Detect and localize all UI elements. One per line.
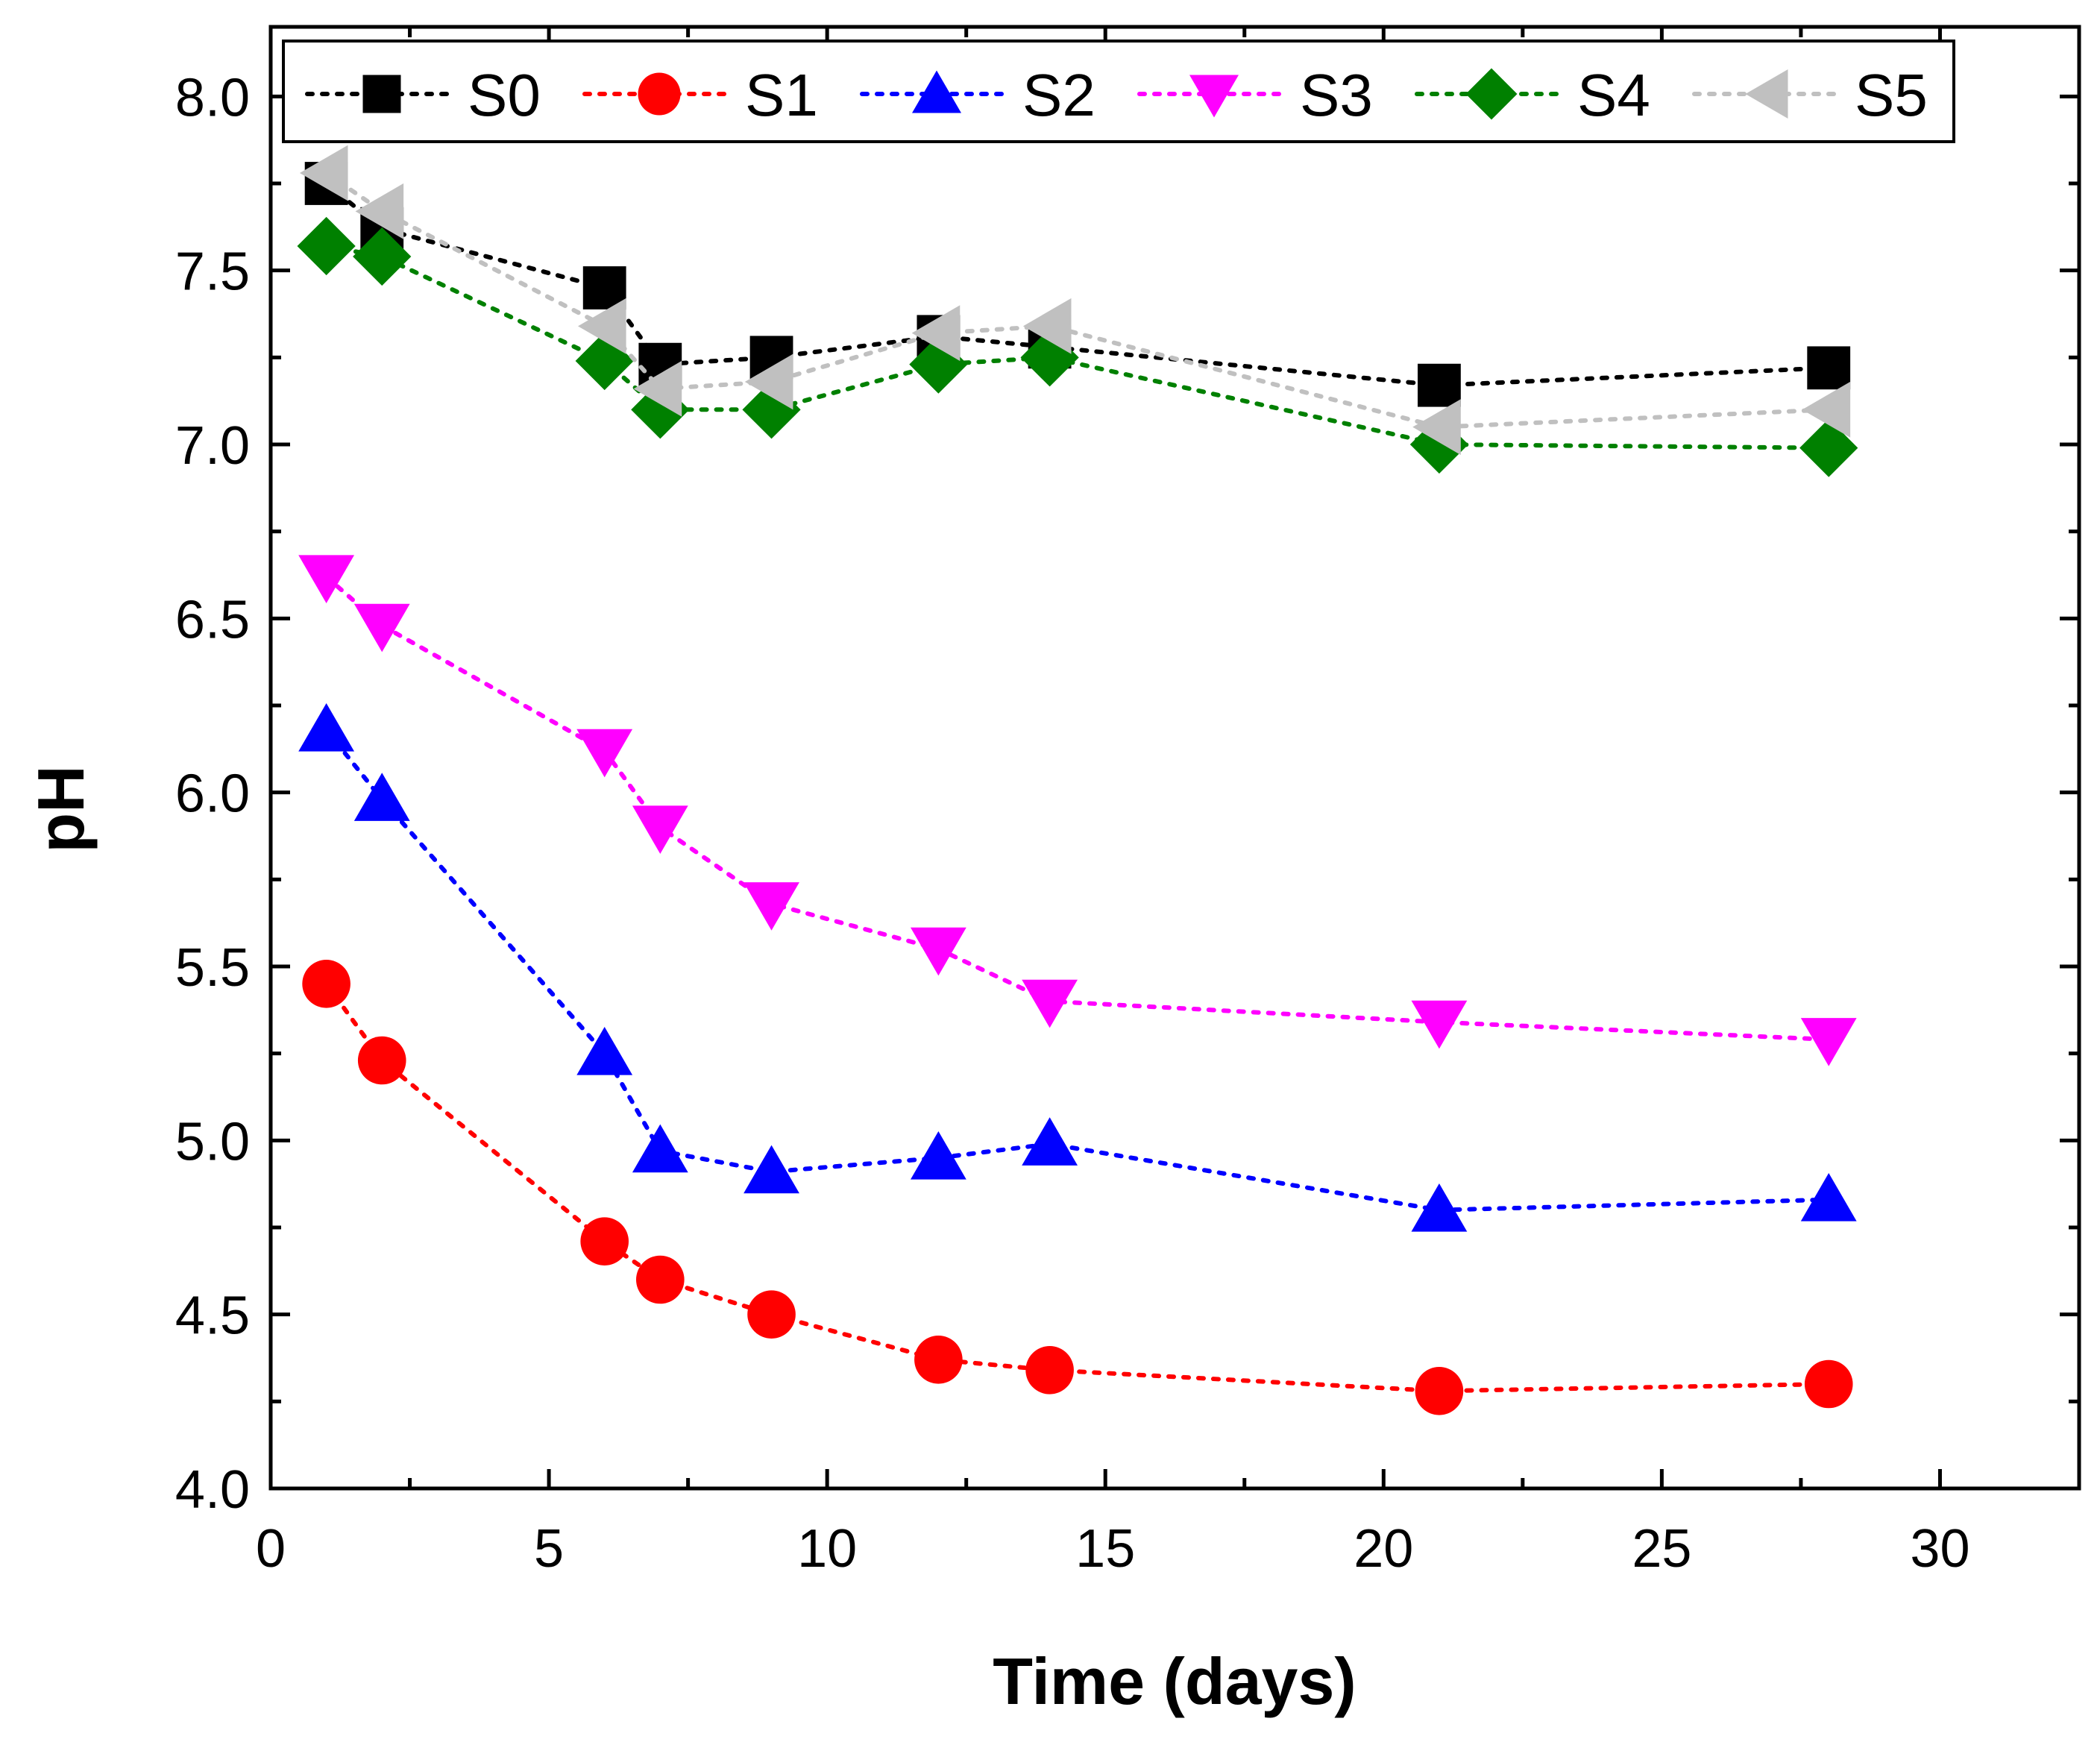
series-line-s5	[324, 171, 1832, 430]
x-tick-label: 15	[1075, 1519, 1135, 1579]
data-point-s3	[1411, 1000, 1468, 1049]
data-point-s2	[632, 1124, 688, 1173]
data-point-s1	[302, 960, 350, 1008]
data-point-s3	[576, 729, 633, 778]
data-point-s1	[914, 1336, 963, 1384]
series-line-s0	[324, 181, 1832, 388]
legend-label-s1: S1	[745, 62, 818, 128]
data-point-s3	[353, 603, 410, 653]
y-tick-label: 7.0	[175, 416, 250, 476]
series-line-s3	[324, 574, 1832, 1042]
x-tick-label: 20	[1354, 1519, 1413, 1579]
data-point-s1	[1804, 1359, 1853, 1409]
series-line-s2	[324, 727, 1832, 1213]
x-tick-label: 0	[256, 1519, 286, 1579]
data-point-s0	[1807, 346, 1851, 390]
y-tick-label: 5.0	[175, 1112, 250, 1172]
data-point-s5	[355, 183, 404, 239]
x-tick-label: 30	[1910, 1519, 1969, 1579]
y-tick-label: 7.5	[175, 242, 250, 302]
y-axis-title: pH	[24, 765, 98, 852]
series-line-s4	[324, 244, 1832, 450]
ticks-layer: 0 5 10 15 20 25 30 4.0 4.5 5.0 5.5 6.0 6.5 7.0 7.5 8.0	[175, 27, 2079, 1579]
legend-box	[282, 40, 1955, 143]
data-point-s3	[1022, 979, 1078, 1028]
data-point-s1	[1415, 1367, 1464, 1415]
data-point-s4	[575, 331, 634, 391]
x-tick-label: 5	[534, 1519, 564, 1579]
legend-label-s5: S5	[1855, 62, 1928, 128]
y-tick-label: 4.0	[175, 1460, 250, 1520]
data-point-s1	[357, 1036, 406, 1085]
legend-marker-s2	[912, 70, 961, 113]
data-point-s0	[1418, 363, 1461, 407]
data-point-s2	[910, 1131, 966, 1180]
legend-label-s2: S2	[1022, 62, 1095, 128]
data-point-s2	[1022, 1117, 1078, 1166]
x-tick-label: 10	[797, 1519, 857, 1579]
data-point-s5	[1412, 399, 1461, 456]
data-point-s2	[576, 1026, 633, 1075]
data-point-s4	[353, 227, 412, 286]
x-tick-label: 25	[1632, 1519, 1691, 1579]
y-tick-label: 6.0	[175, 764, 250, 824]
data-point-s3	[910, 927, 966, 976]
data-point-s2	[298, 702, 355, 752]
data-point-s2	[744, 1145, 799, 1194]
data-point-s4	[1799, 418, 1858, 477]
y-tick-label: 5.5	[175, 938, 250, 998]
data-point-s2	[1800, 1172, 1857, 1221]
legend-label-s3: S3	[1300, 62, 1373, 128]
plot-frame	[268, 25, 2081, 1491]
data-point-s4	[297, 216, 356, 276]
legend-label-s4: S4	[1577, 62, 1650, 128]
data-point-s1	[636, 1255, 685, 1304]
data-point-s3	[1800, 1018, 1857, 1066]
y-tick-label: 8.0	[175, 68, 250, 128]
data-point-s5	[1022, 298, 1072, 354]
data-point-s5	[577, 298, 626, 354]
data-point-s5	[299, 145, 348, 201]
data-point-s2	[353, 773, 410, 821]
data-point-s3	[632, 805, 688, 855]
series-line-s1	[324, 981, 1832, 1394]
data-point-s5	[633, 360, 682, 417]
data-point-s5	[911, 305, 961, 362]
legend-marker-s3	[1189, 75, 1239, 118]
series-layer	[297, 145, 1858, 1415]
data-point-s5	[1802, 381, 1851, 438]
data-point-s1	[747, 1290, 796, 1339]
y-tick-label: 6.5	[175, 590, 250, 650]
data-point-s3	[744, 882, 799, 931]
legend-marker-s4	[1465, 68, 1518, 120]
legend-marker-s5	[1745, 69, 1788, 119]
data-point-s5	[744, 353, 793, 410]
data-point-s4	[1409, 415, 1469, 474]
legend-label-s0: S0	[468, 62, 541, 128]
data-point-s1	[580, 1217, 629, 1265]
data-point-s1	[1025, 1346, 1074, 1394]
legend-marker-s1	[638, 72, 681, 116]
legend-marker-s0	[362, 75, 401, 113]
data-point-s0	[582, 266, 626, 309]
y-tick-label: 4.5	[175, 1286, 250, 1346]
x-axis-title: Time (days)	[993, 1644, 1356, 1718]
legend: S0 S1 S2 S3 S4 S5	[282, 40, 1955, 143]
data-point-s2	[1411, 1183, 1468, 1232]
data-point-s3	[298, 555, 355, 604]
